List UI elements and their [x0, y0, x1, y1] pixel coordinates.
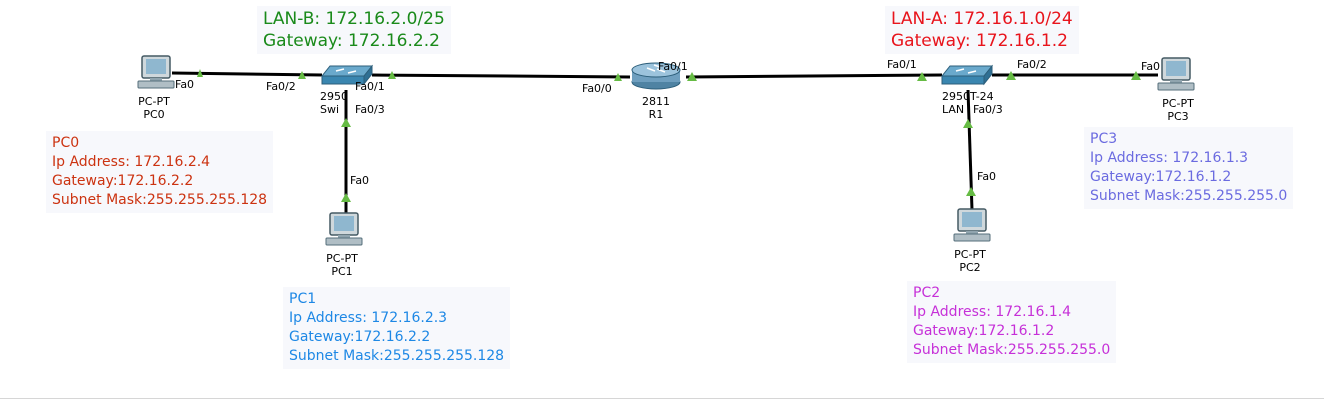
- cable-switch0-r1[interactable]: [371, 73, 631, 79]
- link-up-triangle: [388, 71, 396, 79]
- port-r1-fa0-0: Fa0/0: [582, 82, 612, 95]
- pc3-icon[interactable]: [1157, 57, 1195, 91]
- port-pc1-fa0: Fa0: [350, 174, 370, 187]
- pc0-note-mask: Subnet Mask:255.255.255.128: [52, 192, 268, 208]
- lan-a-title: LAN-A: 172.16.1.0/24: [891, 9, 1073, 29]
- cable-pc0-switch0[interactable]: [171, 71, 323, 77]
- pc2-note-gateway: Gateway:172.16.1.2: [913, 323, 1055, 339]
- link-up-triangle: [1131, 71, 1141, 80]
- pc2-note-name: PC2: [913, 285, 941, 301]
- link-up-triangle: [1006, 71, 1016, 80]
- link-indicators: [197, 69, 1141, 202]
- port-switch1-fa0-2: Fa0/2: [1017, 58, 1047, 71]
- lan-b-title: LAN-B: 172.16.2.0/25: [263, 9, 445, 29]
- pc3-label: PC-PT PC3: [1154, 97, 1202, 123]
- switch0-model: 2950: [320, 90, 348, 103]
- port-pc2-fa0: Fa0: [977, 170, 997, 183]
- pc2-note-mask: Subnet Mask:255.255.255.0: [913, 342, 1111, 358]
- switch1-name: LAN: [942, 103, 965, 116]
- port-pc3-fa0: Fa0: [1141, 60, 1161, 73]
- pc0-note-gateway: Gateway:172.16.2.2: [52, 173, 194, 189]
- lan-b-label: LAN-B: 172.16.2.0/25 Gateway: 172.16.2.2: [257, 6, 451, 54]
- pc2-name: PC2: [959, 261, 981, 274]
- pc2-label: PC-PT PC2: [946, 248, 994, 274]
- link-up-triangle: [614, 73, 622, 81]
- port-switch1-fa0-3: Fa0/3: [973, 103, 1003, 116]
- pc1-model: PC-PT: [326, 252, 358, 265]
- lan-b-gateway: Gateway: 172.16.2.2: [263, 31, 440, 51]
- pc1-icon[interactable]: [325, 212, 363, 246]
- switch0-icon[interactable]: [320, 64, 374, 86]
- pc3-note-mask: Subnet Mask:255.255.255.0: [1090, 188, 1288, 204]
- port-r1-fa0-1: Fa0/1: [658, 60, 688, 73]
- pc3-note-ip: Ip Address: 172.16.1.3: [1090, 150, 1249, 166]
- pc1-note: PC1 Ip Address: 172.16.2.3 Gateway:172.1…: [283, 287, 511, 369]
- lan-a-label: LAN-A: 172.16.1.0/24 Gateway: 172.16.1.2: [885, 6, 1079, 54]
- pc0-model: PC-PT: [138, 95, 170, 108]
- pc3-note-name: PC3: [1090, 131, 1118, 147]
- pc0-name: PC0: [143, 108, 165, 121]
- link-up-triangle: [197, 69, 203, 77]
- port-switch0-fa0-3: Fa0/3: [355, 103, 385, 116]
- link-up-triangle: [341, 193, 351, 202]
- switch1-icon[interactable]: [940, 64, 994, 86]
- link-up-triangle: [687, 72, 697, 81]
- pc3-note: PC3 Ip Address: 172.16.1.3 Gateway:172.1…: [1084, 127, 1294, 209]
- link-up-triangle: [963, 119, 973, 128]
- cables: [171, 71, 1158, 214]
- pc0-note-name: PC0: [52, 135, 80, 151]
- pc1-note-mask: Subnet Mask:255.255.255.128: [289, 348, 505, 364]
- switch0-name: Swi: [320, 103, 340, 116]
- pc0-label: PC-PT PC0: [130, 95, 178, 121]
- pc1-note-name: PC1: [289, 291, 317, 307]
- port-switch1-fa0-1: Fa0/1: [887, 58, 917, 71]
- workspace-bottom-divider: [0, 398, 1324, 399]
- router-r1-icon[interactable]: [631, 62, 681, 90]
- pc1-name: PC1: [331, 265, 353, 278]
- switch1-label: 2950T-24 LAN: [942, 90, 994, 116]
- lan-a-gateway: Gateway: 172.16.1.2: [891, 31, 1068, 51]
- pc0-note: PC0 Ip Address: 172.16.2.4 Gateway:172.1…: [46, 131, 274, 213]
- pc2-model: PC-PT: [954, 248, 986, 261]
- pc2-note: PC2 Ip Address: 172.16.1.4 Gateway:172.1…: [907, 281, 1117, 363]
- port-switch0-fa0-1: Fa0/1: [355, 80, 385, 93]
- pc3-note-gateway: Gateway:172.16.1.2: [1090, 169, 1232, 185]
- router-r1-model: 2811: [642, 95, 670, 108]
- pc0-icon[interactable]: [137, 55, 175, 89]
- pc1-label: PC-PT PC1: [318, 252, 366, 278]
- pc2-icon[interactable]: [953, 208, 991, 242]
- port-pc0-fa0: Fa0: [175, 78, 195, 91]
- port-switch0-fa0-2: Fa0/2: [266, 80, 296, 93]
- link-up-triangle: [917, 72, 927, 81]
- pc2-note-ip: Ip Address: 172.16.1.4: [913, 304, 1072, 320]
- switch1-model: 2950T-24: [942, 90, 994, 103]
- link-up-triangle: [341, 118, 351, 127]
- pc0-note-ip: Ip Address: 172.16.2.4: [52, 154, 211, 170]
- pc1-note-ip: Ip Address: 172.16.2.3: [289, 310, 448, 326]
- pc3-model: PC-PT: [1162, 97, 1194, 110]
- pc1-note-gateway: Gateway:172.16.2.2: [289, 329, 431, 345]
- link-up-triangle: [966, 187, 976, 196]
- router-r1-name: R1: [648, 108, 664, 121]
- pc3-name: PC3: [1167, 110, 1189, 123]
- router-r1-label: 2811 R1: [636, 95, 676, 121]
- cable-r1-switch1[interactable]: [685, 73, 943, 79]
- link-up-triangle: [298, 71, 306, 79]
- switch0-label: 2950 Swi: [320, 90, 350, 116]
